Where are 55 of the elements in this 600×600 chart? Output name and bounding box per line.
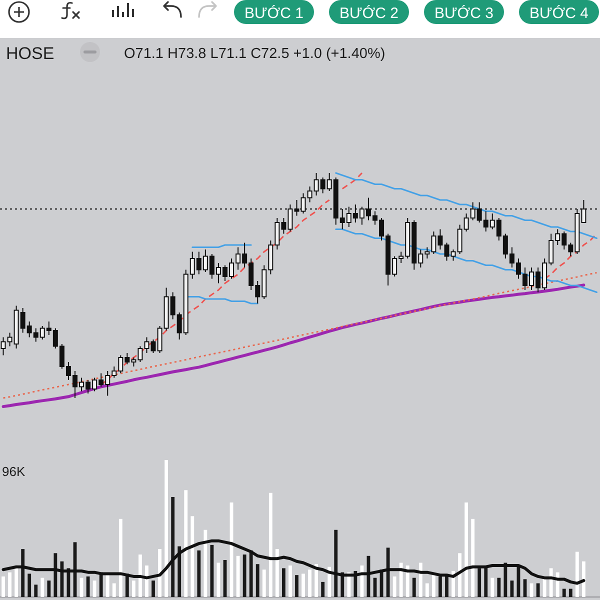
chart-title: HOSE [6,44,54,63]
bar [418,562,422,597]
bar [314,564,318,597]
chart-subtitle: O71.1 H73.8 L71.1 C72.5 +1.0 (+1.40%) [124,46,386,62]
bar [562,588,566,597]
bar [197,550,201,597]
bar [106,575,110,597]
bar [40,578,44,597]
bar [295,575,298,597]
bar [14,566,18,597]
text: BƯỚC 4 [529,4,589,22]
bar [275,549,279,597]
bar [256,564,260,597]
bar [464,502,468,597]
bar [242,554,246,597]
bar [282,568,286,597]
bar [2,576,5,597]
chart-title: 96K [2,464,26,479]
bar [288,565,292,597]
bar [412,578,416,597]
text: BƯỚC 2 [339,4,399,22]
bar [47,580,51,597]
bar [112,583,116,597]
bar [132,580,136,597]
bar [302,574,305,597]
bar [92,580,96,597]
bar [321,582,325,597]
bar [568,588,572,597]
bar [158,549,162,597]
bar [308,570,312,597]
bar [497,578,501,597]
bar [392,576,396,597]
bar [425,583,429,597]
bar [152,580,155,597]
bar [34,584,38,597]
bar [575,552,579,597]
bar [118,518,122,597]
bar [542,579,546,597]
bar [399,562,403,597]
text: BƯỚC 3 [434,4,494,22]
bar [471,518,475,597]
bar [268,492,272,597]
bar [458,553,462,597]
bar [184,490,188,597]
bar [164,460,168,597]
bar [406,565,410,597]
bar [582,561,586,597]
bar [262,570,266,597]
bar [8,572,12,597]
text: BƯỚC 1 [244,4,304,22]
bar [204,530,208,597]
bar [190,516,194,597]
bar [28,574,32,597]
bar [138,554,142,597]
bar [490,578,494,597]
